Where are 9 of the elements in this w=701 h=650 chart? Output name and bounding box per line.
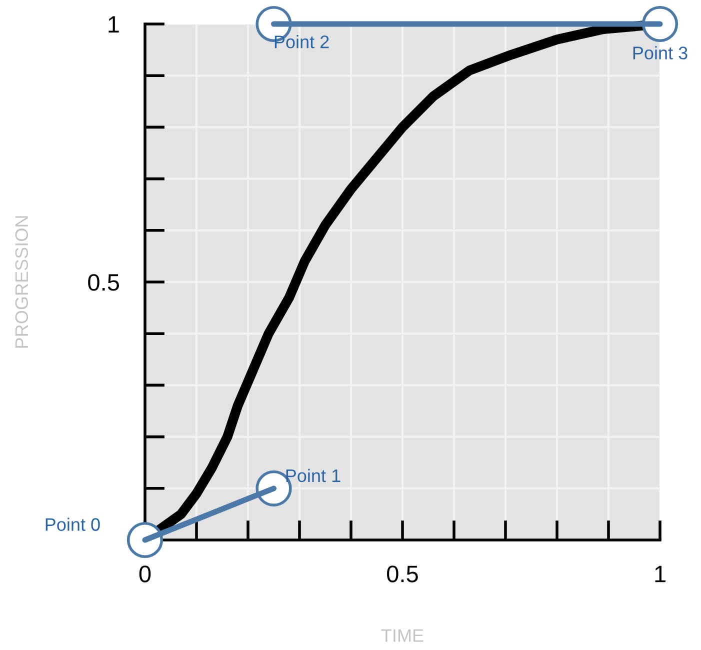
x-tick-label: 0.5 — [387, 566, 418, 582]
annotation: Point 1 — [286, 468, 340, 482]
x-tick-label: 1 — [655, 566, 666, 582]
x-axis-title: TIME — [381, 629, 424, 642]
annotation: Point 3 — [633, 46, 688, 60]
annotation: Point 2 — [274, 35, 329, 48]
x-tick-label: 0 — [139, 566, 151, 582]
y-axis-title: PROGRESSION — [15, 216, 28, 348]
annotation: Point 0 — [46, 518, 100, 531]
